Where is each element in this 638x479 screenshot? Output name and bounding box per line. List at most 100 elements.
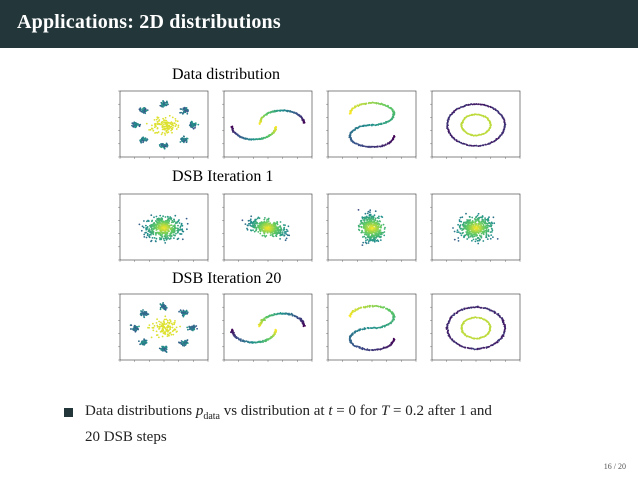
scatter-point — [196, 327, 198, 330]
scatter-point — [185, 341, 187, 344]
scatter-point — [481, 222, 484, 225]
scatter-point — [155, 220, 157, 222]
scatter-point — [147, 326, 149, 329]
scatter-point — [180, 310, 183, 312]
scatter-point — [485, 236, 487, 239]
scatter-point — [477, 231, 480, 234]
scatter-point — [472, 306, 474, 308]
scatter-point — [159, 323, 161, 326]
scatter-point — [262, 230, 265, 233]
scatter-point — [481, 230, 483, 233]
scatter-point — [138, 223, 141, 226]
scatter-point — [362, 236, 364, 238]
scatter-point — [464, 346, 467, 349]
scatter-point — [455, 312, 458, 314]
scatter-point — [470, 224, 473, 226]
scatter-point — [162, 227, 165, 229]
scatter-point — [484, 115, 487, 118]
scatter-point — [477, 242, 480, 245]
scatter-point — [163, 308, 166, 310]
scatter-point — [167, 122, 170, 124]
scatter-point — [472, 225, 475, 228]
scatter-point — [473, 103, 475, 106]
scatter-point — [179, 141, 182, 143]
scatter-point — [457, 237, 460, 239]
scatter-point — [257, 231, 260, 233]
scatter-point — [176, 120, 179, 123]
scatter-point — [484, 221, 487, 224]
scatter-point — [178, 222, 181, 224]
scatter-point — [174, 125, 177, 128]
scatter-point — [167, 227, 170, 229]
scatter-point — [171, 126, 174, 129]
scatter-point — [488, 235, 490, 237]
scatter-point — [255, 228, 258, 230]
scatter-point — [458, 219, 461, 221]
scatter-point — [367, 222, 370, 225]
scatter-point — [271, 224, 273, 227]
row-title-iter1: DSB Iteration 1 — [172, 168, 274, 185]
scatter-point — [289, 110, 291, 113]
scatter-point — [172, 333, 175, 336]
scatter-point — [189, 121, 192, 124]
scatter-point — [264, 235, 267, 238]
scatter-point — [153, 216, 155, 219]
scatter-point — [271, 232, 273, 234]
scatter-point — [462, 321, 465, 323]
scatter-point — [146, 234, 149, 237]
scatter-point — [379, 305, 382, 308]
scatter-point — [374, 217, 377, 220]
scatter-point — [370, 349, 373, 351]
scatter-point — [368, 220, 371, 223]
scatter-point — [475, 238, 477, 241]
scatter-point — [353, 106, 356, 109]
scatter-point — [235, 337, 238, 340]
scatter-panel-r3-c1 — [118, 293, 209, 362]
scatter-point — [457, 240, 460, 242]
scatter-point — [360, 125, 362, 128]
scatter-point — [165, 306, 168, 309]
scatter-point — [365, 223, 368, 226]
scatter-point — [288, 234, 291, 237]
scatter-point — [165, 351, 168, 353]
scatter-point — [377, 102, 379, 104]
scatter-point — [164, 122, 167, 125]
scatter-point — [184, 139, 187, 142]
scatter-point — [164, 134, 167, 136]
scatter-point — [491, 141, 494, 143]
scatter-point — [263, 317, 266, 320]
scatter-point — [375, 226, 378, 228]
scatter-point — [494, 342, 497, 345]
scatter-point — [170, 121, 173, 124]
scatter-point — [361, 216, 364, 219]
scatter-point — [148, 129, 150, 131]
scatter-point — [141, 343, 144, 346]
scatter-point — [464, 226, 467, 229]
scatter-point — [171, 219, 174, 222]
scatter-point — [261, 222, 264, 224]
scatter-point — [140, 314, 143, 317]
scatter-point — [144, 110, 146, 113]
scatter-point — [166, 326, 169, 329]
scatter-point — [249, 218, 252, 221]
scatter-point — [156, 221, 159, 224]
scatter-point — [146, 232, 149, 235]
scatter-point — [152, 129, 155, 132]
scatter-point — [262, 226, 265, 229]
scatter-point — [262, 339, 264, 342]
scatter-point — [152, 222, 155, 225]
scatter-point — [363, 221, 366, 223]
scatter-point — [186, 342, 189, 344]
bullet-text-part: = 0 for — [332, 403, 381, 419]
scatter-point — [267, 217, 270, 220]
scatter-point — [369, 215, 372, 217]
scatter-point — [386, 143, 389, 145]
scatter-point — [274, 328, 277, 331]
scatter-point — [143, 338, 145, 340]
scatter-point — [364, 145, 367, 148]
scatter-point — [372, 234, 374, 237]
scatter-point — [138, 125, 141, 128]
scatter-point — [175, 128, 178, 130]
scatter-point — [165, 329, 168, 331]
scatter-point — [464, 234, 467, 237]
